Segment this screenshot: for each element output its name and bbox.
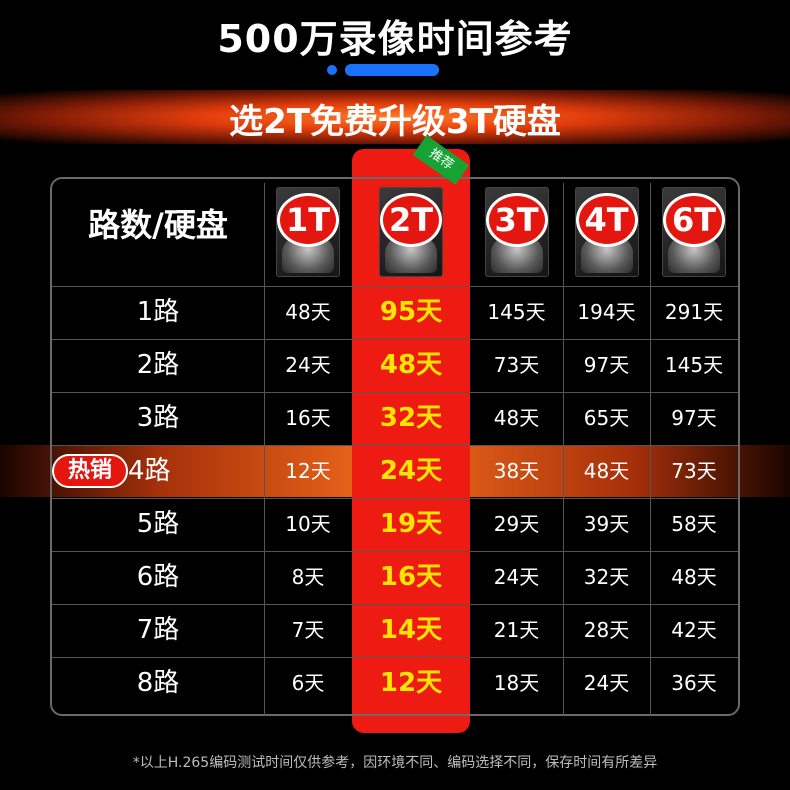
hard-disk-icon: 6T bbox=[654, 187, 734, 279]
table-cell: 73天 bbox=[671, 459, 717, 483]
table-cell: 32天 bbox=[583, 565, 630, 589]
table-cell: 48天 bbox=[493, 406, 540, 430]
table-cell: 29天 bbox=[493, 512, 540, 536]
table-cell: 145天 bbox=[487, 300, 546, 324]
row-label: 3路 bbox=[136, 403, 180, 433]
title-decoration bbox=[327, 64, 439, 76]
page-title: 500万录像时间参考 bbox=[217, 17, 573, 61]
grid-vertical-line bbox=[264, 183, 265, 715]
table-cell: 38天 bbox=[493, 459, 540, 483]
grid-horizontal-line bbox=[52, 498, 738, 499]
table-cell: 194天 bbox=[577, 300, 636, 324]
table-cell: 73天 bbox=[493, 353, 540, 377]
table-cell: 24天 bbox=[493, 565, 540, 589]
capacity-badge: 2T bbox=[380, 193, 442, 247]
grid-horizontal-line bbox=[52, 339, 738, 340]
grid-vertical-line bbox=[563, 183, 564, 715]
table-cell: 95天 bbox=[379, 297, 443, 327]
promo-banner-text: 选2T免费升级3T硬盘 bbox=[229, 102, 561, 142]
table-frame bbox=[50, 177, 740, 716]
grid-horizontal-line bbox=[52, 286, 738, 287]
pill-dot-icon bbox=[327, 65, 337, 75]
table-cell: 7天 bbox=[291, 618, 325, 642]
table-cell: 24天 bbox=[285, 353, 331, 377]
hard-disk-icon: 2T bbox=[371, 187, 451, 279]
row-label: 6路 bbox=[136, 562, 180, 592]
row-label: 7路 bbox=[136, 615, 180, 645]
table-cell: 21天 bbox=[493, 618, 540, 642]
table-cell: 48天 bbox=[583, 459, 630, 483]
table-cell: 36天 bbox=[671, 671, 717, 695]
table-cell: 48天 bbox=[285, 300, 331, 324]
table-cell: 10天 bbox=[285, 512, 331, 536]
table-cell: 39天 bbox=[583, 512, 630, 536]
hard-disk-icon: 4T bbox=[567, 187, 647, 279]
row-label: 1路 bbox=[136, 297, 180, 327]
table-cell: 58天 bbox=[671, 512, 717, 536]
table-cell: 24天 bbox=[379, 456, 443, 486]
grid-horizontal-line bbox=[52, 657, 738, 658]
grid-horizontal-line bbox=[52, 551, 738, 552]
table-cell: 28天 bbox=[583, 618, 630, 642]
capacity-badge: 3T bbox=[485, 193, 548, 247]
table-cell: 145天 bbox=[664, 353, 724, 377]
row-label: 2路 bbox=[136, 350, 180, 380]
capacity-badge: 6T bbox=[663, 193, 725, 247]
table-cell: 291天 bbox=[664, 300, 724, 324]
row-label: 4路 bbox=[128, 456, 171, 486]
table-cell: 18天 bbox=[493, 671, 540, 695]
table-cell: 19天 bbox=[379, 509, 443, 539]
hot-sale-badge: 热销 bbox=[52, 454, 128, 488]
table-cell: 48天 bbox=[379, 350, 443, 380]
row-label: 5路 bbox=[136, 509, 180, 539]
table-cell: 32天 bbox=[379, 403, 443, 433]
table-cell: 42天 bbox=[671, 618, 717, 642]
table-cell: 24天 bbox=[583, 671, 630, 695]
table-cell: 14天 bbox=[379, 615, 443, 645]
table-cell: 8天 bbox=[291, 565, 325, 589]
promo-banner bbox=[0, 90, 790, 144]
capacity-badge: 4T bbox=[575, 193, 638, 247]
table-cell: 6天 bbox=[291, 671, 325, 695]
table-corner-label: 路数/硬盘 bbox=[88, 206, 228, 244]
footnote: *以上H.265编码测试时间仅供参考，因环境不同、编码选择不同，保存时间有所差异 bbox=[132, 755, 658, 771]
pill-bar-icon bbox=[345, 64, 439, 76]
table-cell: 16天 bbox=[379, 562, 443, 592]
capacity-badge: 1T bbox=[277, 193, 339, 247]
table-cell: 12天 bbox=[285, 459, 331, 483]
table-cell: 48天 bbox=[671, 565, 717, 589]
grid-vertical-line bbox=[650, 183, 651, 715]
table-cell: 65天 bbox=[583, 406, 630, 430]
hard-disk-icon: 1T bbox=[268, 187, 348, 279]
table-cell: 97天 bbox=[583, 353, 630, 377]
grid-horizontal-line bbox=[52, 445, 738, 446]
row-label: 8路 bbox=[136, 668, 180, 698]
table-cell: 12天 bbox=[379, 668, 443, 698]
grid-horizontal-line bbox=[52, 392, 738, 393]
table-cell: 97天 bbox=[671, 406, 717, 430]
hard-disk-icon: 3T bbox=[477, 187, 557, 279]
table-cell: 16天 bbox=[285, 406, 331, 430]
grid-horizontal-line bbox=[52, 604, 738, 605]
